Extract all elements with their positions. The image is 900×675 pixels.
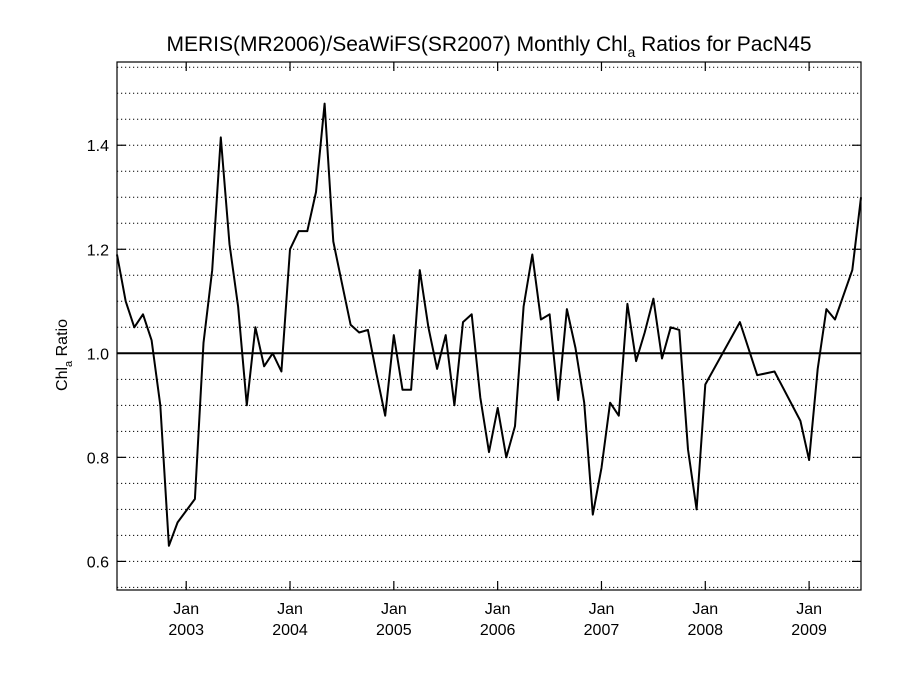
- x-tick-label-year: 2007: [584, 622, 620, 639]
- chart-title-subscript: a: [627, 44, 635, 60]
- series-line: [116, 102, 862, 547]
- y-axis: 0.6 0.8 1.0 1.2 1.4: [87, 138, 861, 571]
- y-tick-label: 0.6: [87, 554, 109, 571]
- x-axis: Jan 2003 Jan 2004 Jan 2005 Jan 2006 Jan 2007 Jan 20…: [168, 62, 827, 639]
- y-axis-label: Chla Ratio: [54, 319, 75, 391]
- y-tick-label: 1.2: [87, 242, 109, 259]
- x-tick-label-month: Jan: [485, 601, 511, 618]
- x-tick-label-year: 2009: [791, 622, 827, 639]
- y-axis-label-subscript: a: [63, 360, 75, 367]
- chart-title: MERIS(MR2006)/SeaWiFS(SR2007) Monthly Ch…: [166, 33, 811, 60]
- x-tick-label-month: Jan: [589, 601, 615, 618]
- y-tick-label: 1.4: [87, 138, 109, 155]
- y-axis-label-main: Chl: [54, 367, 71, 391]
- x-tick-label-month: Jan: [381, 601, 407, 618]
- x-tick-label-year: 2005: [376, 622, 412, 639]
- x-tick-label-year: 2006: [480, 622, 516, 639]
- x-tick-label-month: Jan: [796, 601, 822, 618]
- chart-title-main: MERIS(MR2006)/SeaWiFS(SR2007) Monthly Ch…: [166, 33, 627, 56]
- y-axis-label-rest: Ratio: [54, 319, 71, 361]
- chart-title-rest: Ratios for PacN45: [635, 33, 811, 56]
- x-tick-label-year: 2008: [687, 622, 723, 639]
- x-tick-label-month: Jan: [692, 601, 718, 618]
- data-series: [116, 102, 862, 547]
- x-tick-label-year: 2004: [272, 622, 308, 639]
- x-tick-label-month: Jan: [173, 601, 199, 618]
- gridlines: [117, 66, 861, 588]
- y-tick-label: 1.0: [87, 346, 109, 363]
- plot-frame: [116, 61, 862, 591]
- y-tick-label: 0.8: [87, 450, 109, 467]
- x-tick-label-year: 2003: [168, 622, 204, 639]
- x-tick-label-month: Jan: [277, 601, 303, 618]
